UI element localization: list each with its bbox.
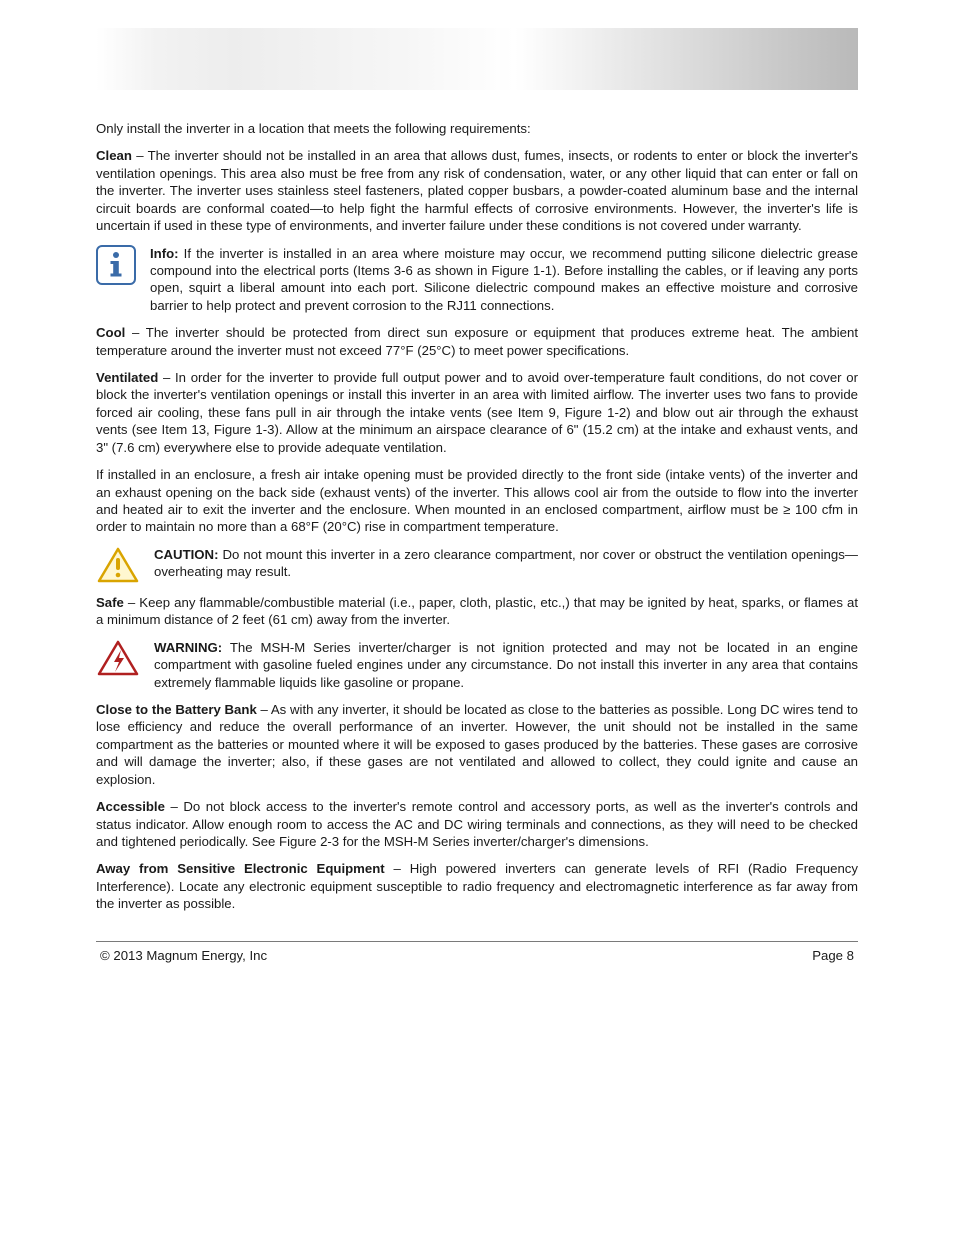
label-access: Accessible: [96, 799, 165, 814]
header-gradient-bar: [96, 28, 858, 90]
label-close: Close to the Battery Bank: [96, 702, 257, 717]
footer-page-number: Page 8: [812, 948, 854, 963]
caution-icon-box: [96, 546, 140, 584]
warning-callout: WARNING: The MSH-M Series inverter/charg…: [96, 639, 858, 691]
para-safe: Safe – Keep any flammable/combustible ma…: [96, 594, 858, 629]
para-close-battery: Close to the Battery Bank – As with any …: [96, 701, 858, 788]
label-sense: Away from Sensitive Electronic Equipment: [96, 861, 385, 876]
page-content: Only install the inverter in a location …: [96, 90, 858, 913]
para-clean: Clean – The inverter should not be insta…: [96, 147, 858, 234]
para-cool: Cool – The inverter should be protected …: [96, 324, 858, 359]
footer-copyright: © 2013 Magnum Energy, Inc: [100, 948, 267, 963]
label-clean: Clean: [96, 148, 132, 163]
para-sensitive: Away from Sensitive Electronic Equipment…: [96, 860, 858, 912]
warning-icon: [96, 639, 140, 677]
caution-body: Do not mount this inverter in a zero cle…: [154, 547, 858, 579]
para-ventilated: Ventilated – In order for the inverter t…: [96, 369, 858, 456]
warning-icon-box: [96, 639, 140, 677]
caution-icon: [96, 546, 140, 584]
para-enclosure: If installed in an enclosure, a fresh ai…: [96, 466, 858, 536]
label-vent: Ventilated: [96, 370, 158, 385]
info-text-block: Info: If the inverter is installed in an…: [150, 245, 858, 315]
text-access: – Do not block access to the inverter's …: [96, 799, 858, 849]
intro-line: Only install the inverter in a location …: [96, 120, 858, 137]
caution-lead: CAUTION:: [154, 547, 218, 562]
warning-lead: WARNING:: [154, 640, 222, 655]
para-accessible: Accessible – Do not block access to the …: [96, 798, 858, 850]
text-vent: – In order for the inverter to provide f…: [96, 370, 858, 455]
text-cool: – The inverter should be protected from …: [96, 325, 858, 357]
info-icon-box: [96, 245, 136, 285]
footer-rule: [96, 941, 858, 942]
info-body: If the inverter is installed in an area …: [150, 246, 858, 313]
info-icon: [96, 245, 136, 285]
info-callout: Info: If the inverter is installed in an…: [96, 245, 858, 315]
warning-text-block: WARNING: The MSH-M Series inverter/charg…: [154, 639, 858, 691]
page-footer: © 2013 Magnum Energy, Inc Page 8: [96, 941, 858, 963]
warning-body: The MSH-M Series inverter/charger is not…: [154, 640, 858, 690]
label-safe: Safe: [96, 595, 124, 610]
text-clean: – The inverter should not be installed i…: [96, 148, 858, 233]
text-safe: – Keep any flammable/combustible materia…: [96, 595, 858, 627]
caution-callout: CAUTION: Do not mount this inverter in a…: [96, 546, 858, 584]
label-cool: Cool: [96, 325, 125, 340]
info-lead: Info:: [150, 246, 179, 261]
caution-text-block: CAUTION: Do not mount this inverter in a…: [154, 546, 858, 581]
